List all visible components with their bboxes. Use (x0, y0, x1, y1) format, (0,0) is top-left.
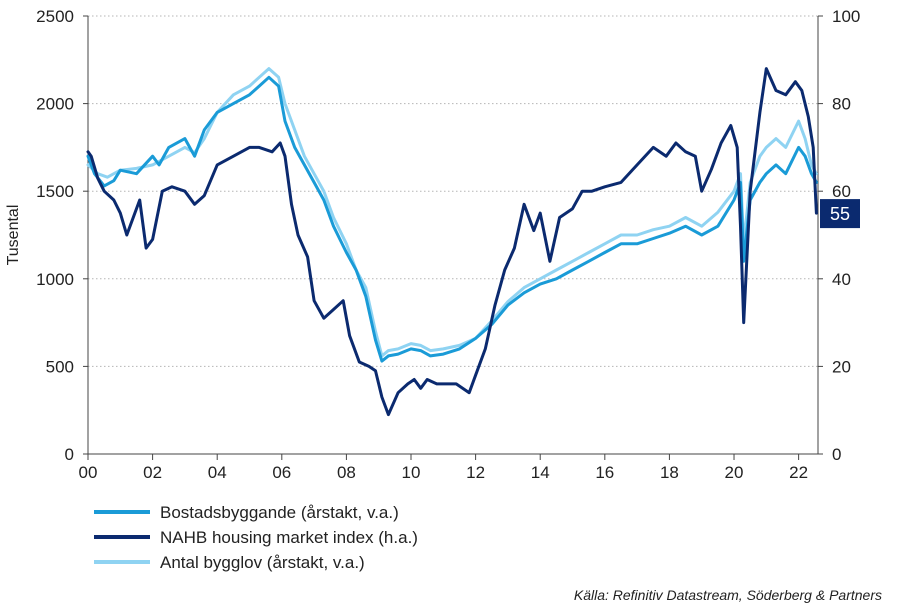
y-tick-label-left: 0 (65, 445, 74, 464)
legend-label: NAHB housing market index (h.a.) (160, 528, 418, 547)
x-tick-label: 00 (79, 463, 98, 482)
axes (83, 15, 823, 460)
x-tick-label: 06 (272, 463, 291, 482)
y-tick-label-right: 60 (832, 182, 851, 201)
legend-label: Bostadsbyggande (årstakt, v.a.) (160, 503, 399, 522)
source-note: Källa: Refinitiv Datastream, Söderberg &… (574, 587, 882, 603)
y-tick-label-right: 20 (832, 357, 851, 376)
y-tick-label-left: 1500 (36, 182, 74, 201)
legend-label: Antal bygglov (årstakt, v.a.) (160, 553, 365, 572)
y-tick-label-left: 2500 (36, 7, 74, 26)
x-tick-label: 20 (725, 463, 744, 482)
legend: Bostadsbyggande (årstakt, v.a.) NAHB hous… (94, 503, 418, 572)
end-value-label: 55 (820, 199, 860, 229)
x-tick-label: 14 (531, 463, 550, 482)
x-tick-label: 02 (143, 463, 162, 482)
x-tick-label: 04 (208, 463, 227, 482)
x-tick-label: 16 (595, 463, 614, 482)
y-tick-label-right: 40 (832, 270, 851, 289)
series-lines (86, 67, 818, 417)
x-tick-label: 12 (466, 463, 485, 482)
y-tick-label-left: 1000 (36, 270, 74, 289)
series-line-bygglov (86, 67, 818, 358)
y-tick-label-right: 100 (832, 7, 860, 26)
x-tick-label: 08 (337, 463, 356, 482)
series-line-nahb (86, 67, 818, 417)
y-tick-label-left: 500 (46, 357, 74, 376)
end-label-text: 55 (830, 204, 850, 224)
tick-labels: 0 500 1000 1500 2000 2500 0 20 40 60 80 100 00 02 04 06… (36, 7, 860, 482)
x-tick-label: 10 (402, 463, 421, 482)
y-tick-label-right: 80 (832, 95, 851, 114)
y-tick-label-right: 0 (832, 445, 841, 464)
x-tick-label: 18 (660, 463, 679, 482)
gridlines (88, 15, 818, 367)
series-line-bostadsbyggande (86, 75, 818, 363)
y-axis-label-left: Tusental (5, 205, 22, 266)
end-label-box (820, 199, 860, 229)
x-tick-label: 22 (789, 463, 808, 482)
y-tick-label-left: 2000 (36, 95, 74, 114)
